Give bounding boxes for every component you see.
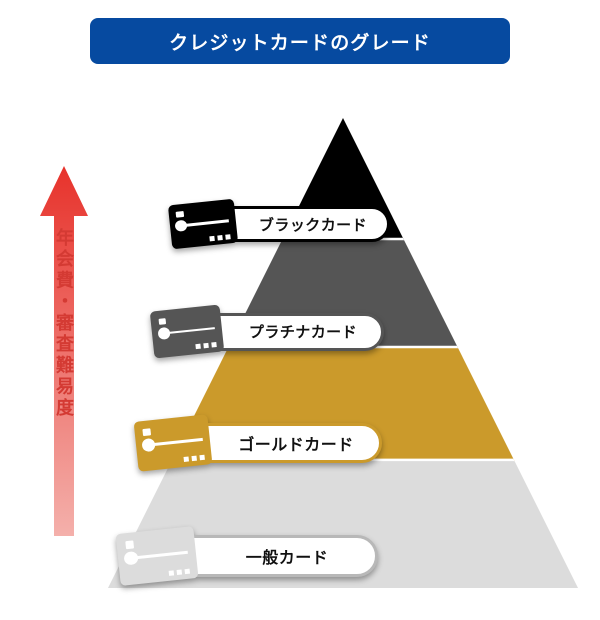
tier-label-general: 一般カード	[118, 530, 378, 582]
tier-pill: ゴールドカード	[184, 423, 382, 463]
credit-card-icon	[115, 526, 198, 586]
tier-pill-label: ブラックカード	[259, 214, 367, 235]
tier-pill-label: プラチナカード	[249, 321, 357, 342]
tier-label-platinum: プラチナカード	[152, 308, 384, 355]
tier-label-gold: ゴールドカード	[136, 418, 382, 468]
credit-card-icon	[168, 199, 238, 250]
tier-pill-label: ゴールドカード	[238, 431, 353, 455]
title-text: クレジットカードのグレード	[169, 28, 431, 55]
infographic-stage: クレジットカードのグレード 年会費・審査難易度 ブラックカード プラチナカード	[0, 0, 600, 620]
arrow-label: 年会費・審査難易度	[51, 228, 77, 419]
tier-pill: 一般カード	[170, 535, 378, 577]
difficulty-arrow: 年会費・審査難易度	[40, 166, 88, 536]
credit-card-icon	[134, 414, 213, 471]
title-bar: クレジットカードのグレード	[90, 18, 510, 64]
credit-card-icon	[150, 304, 225, 358]
tier-pill-label: 一般カード	[246, 544, 328, 568]
tier-pill: プラチナカード	[196, 313, 384, 351]
tier-label-black: ブラックカード	[170, 202, 390, 246]
